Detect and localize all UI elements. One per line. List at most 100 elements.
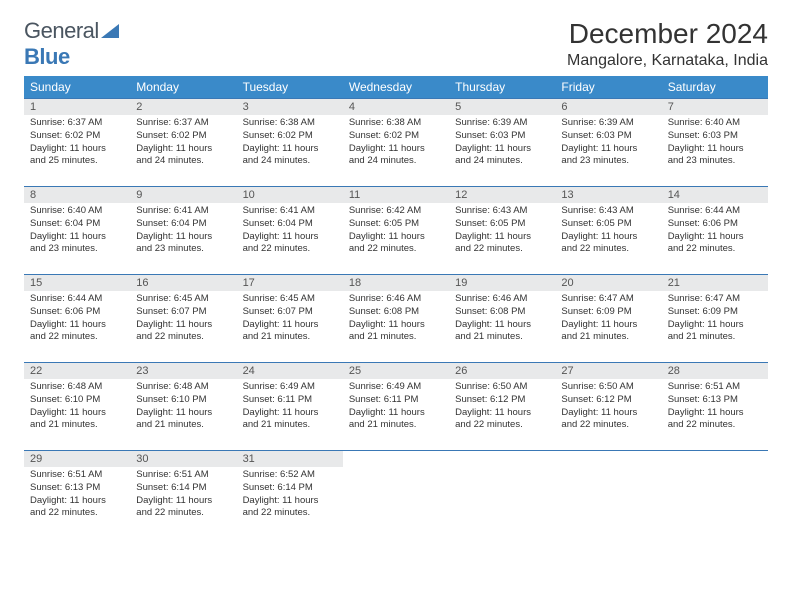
calendar-cell (449, 451, 555, 539)
weekday-header: Tuesday (237, 76, 343, 99)
calendar-cell: 4Sunrise: 6:38 AMSunset: 6:02 PMDaylight… (343, 99, 449, 187)
day-details: Sunrise: 6:44 AMSunset: 6:06 PMDaylight:… (24, 291, 130, 348)
day-details: Sunrise: 6:49 AMSunset: 6:11 PMDaylight:… (343, 379, 449, 436)
calendar-cell: 19Sunrise: 6:46 AMSunset: 6:08 PMDayligh… (449, 275, 555, 363)
day-number: 11 (343, 187, 449, 203)
day-details: Sunrise: 6:41 AMSunset: 6:04 PMDaylight:… (237, 203, 343, 260)
day-number: 13 (555, 187, 661, 203)
calendar-cell: 8Sunrise: 6:40 AMSunset: 6:04 PMDaylight… (24, 187, 130, 275)
calendar-cell: 5Sunrise: 6:39 AMSunset: 6:03 PMDaylight… (449, 99, 555, 187)
day-number: 28 (662, 363, 768, 379)
calendar-cell: 28Sunrise: 6:51 AMSunset: 6:13 PMDayligh… (662, 363, 768, 451)
day-number: 15 (24, 275, 130, 291)
day-details: Sunrise: 6:43 AMSunset: 6:05 PMDaylight:… (555, 203, 661, 260)
day-details: Sunrise: 6:50 AMSunset: 6:12 PMDaylight:… (449, 379, 555, 436)
day-details: Sunrise: 6:48 AMSunset: 6:10 PMDaylight:… (130, 379, 236, 436)
day-number: 14 (662, 187, 768, 203)
calendar-cell: 14Sunrise: 6:44 AMSunset: 6:06 PMDayligh… (662, 187, 768, 275)
calendar-cell (555, 451, 661, 539)
day-details: Sunrise: 6:39 AMSunset: 6:03 PMDaylight:… (449, 115, 555, 172)
calendar-cell: 6Sunrise: 6:39 AMSunset: 6:03 PMDaylight… (555, 99, 661, 187)
location: Mangalore, Karnataka, India (567, 52, 768, 70)
calendar-week-row: 1Sunrise: 6:37 AMSunset: 6:02 PMDaylight… (24, 99, 768, 187)
calendar-cell: 1Sunrise: 6:37 AMSunset: 6:02 PMDaylight… (24, 99, 130, 187)
calendar-cell (343, 451, 449, 539)
day-number: 6 (555, 99, 661, 115)
calendar-cell: 24Sunrise: 6:49 AMSunset: 6:11 PMDayligh… (237, 363, 343, 451)
weekday-header-row: Sunday Monday Tuesday Wednesday Thursday… (24, 76, 768, 99)
day-number: 10 (237, 187, 343, 203)
day-number: 22 (24, 363, 130, 379)
calendar-cell: 12Sunrise: 6:43 AMSunset: 6:05 PMDayligh… (449, 187, 555, 275)
logo-word-blue: Blue (24, 44, 70, 69)
day-details: Sunrise: 6:38 AMSunset: 6:02 PMDaylight:… (237, 115, 343, 172)
calendar-body: 1Sunrise: 6:37 AMSunset: 6:02 PMDaylight… (24, 99, 768, 539)
day-number: 29 (24, 451, 130, 467)
day-number: 1 (24, 99, 130, 115)
day-number: 4 (343, 99, 449, 115)
calendar-cell: 11Sunrise: 6:42 AMSunset: 6:05 PMDayligh… (343, 187, 449, 275)
day-number: 18 (343, 275, 449, 291)
day-number: 27 (555, 363, 661, 379)
calendar-cell: 29Sunrise: 6:51 AMSunset: 6:13 PMDayligh… (24, 451, 130, 539)
calendar-cell: 26Sunrise: 6:50 AMSunset: 6:12 PMDayligh… (449, 363, 555, 451)
day-details: Sunrise: 6:46 AMSunset: 6:08 PMDaylight:… (343, 291, 449, 348)
day-number: 8 (24, 187, 130, 203)
day-details: Sunrise: 6:51 AMSunset: 6:14 PMDaylight:… (130, 467, 236, 524)
day-details: Sunrise: 6:42 AMSunset: 6:05 PMDaylight:… (343, 203, 449, 260)
calendar-cell: 2Sunrise: 6:37 AMSunset: 6:02 PMDaylight… (130, 99, 236, 187)
page-title: December 2024 (567, 18, 768, 50)
calendar-cell: 31Sunrise: 6:52 AMSunset: 6:14 PMDayligh… (237, 451, 343, 539)
day-details: Sunrise: 6:38 AMSunset: 6:02 PMDaylight:… (343, 115, 449, 172)
day-details: Sunrise: 6:37 AMSunset: 6:02 PMDaylight:… (24, 115, 130, 172)
day-number: 21 (662, 275, 768, 291)
day-number: 23 (130, 363, 236, 379)
logo: General Blue (24, 18, 119, 70)
logo-text: General Blue (24, 18, 119, 70)
calendar-week-row: 15Sunrise: 6:44 AMSunset: 6:06 PMDayligh… (24, 275, 768, 363)
day-number: 16 (130, 275, 236, 291)
calendar-cell: 22Sunrise: 6:48 AMSunset: 6:10 PMDayligh… (24, 363, 130, 451)
logo-word-general: General (24, 18, 99, 43)
day-number: 5 (449, 99, 555, 115)
day-details: Sunrise: 6:49 AMSunset: 6:11 PMDaylight:… (237, 379, 343, 436)
day-number: 24 (237, 363, 343, 379)
calendar-week-row: 22Sunrise: 6:48 AMSunset: 6:10 PMDayligh… (24, 363, 768, 451)
calendar-cell: 23Sunrise: 6:48 AMSunset: 6:10 PMDayligh… (130, 363, 236, 451)
calendar-cell: 20Sunrise: 6:47 AMSunset: 6:09 PMDayligh… (555, 275, 661, 363)
weekday-header: Sunday (24, 76, 130, 99)
day-details: Sunrise: 6:45 AMSunset: 6:07 PMDaylight:… (237, 291, 343, 348)
day-details: Sunrise: 6:44 AMSunset: 6:06 PMDaylight:… (662, 203, 768, 260)
triangle-icon (101, 18, 119, 44)
day-number: 3 (237, 99, 343, 115)
calendar-cell: 16Sunrise: 6:45 AMSunset: 6:07 PMDayligh… (130, 275, 236, 363)
weekday-header: Thursday (449, 76, 555, 99)
calendar-cell: 7Sunrise: 6:40 AMSunset: 6:03 PMDaylight… (662, 99, 768, 187)
calendar-cell: 30Sunrise: 6:51 AMSunset: 6:14 PMDayligh… (130, 451, 236, 539)
day-details: Sunrise: 6:37 AMSunset: 6:02 PMDaylight:… (130, 115, 236, 172)
day-details: Sunrise: 6:47 AMSunset: 6:09 PMDaylight:… (555, 291, 661, 348)
day-details: Sunrise: 6:47 AMSunset: 6:09 PMDaylight:… (662, 291, 768, 348)
day-details: Sunrise: 6:51 AMSunset: 6:13 PMDaylight:… (662, 379, 768, 436)
day-number: 31 (237, 451, 343, 467)
calendar-cell: 21Sunrise: 6:47 AMSunset: 6:09 PMDayligh… (662, 275, 768, 363)
day-number: 26 (449, 363, 555, 379)
day-number: 30 (130, 451, 236, 467)
calendar-cell: 27Sunrise: 6:50 AMSunset: 6:12 PMDayligh… (555, 363, 661, 451)
day-details: Sunrise: 6:40 AMSunset: 6:03 PMDaylight:… (662, 115, 768, 172)
calendar-cell: 13Sunrise: 6:43 AMSunset: 6:05 PMDayligh… (555, 187, 661, 275)
day-number: 17 (237, 275, 343, 291)
day-details: Sunrise: 6:51 AMSunset: 6:13 PMDaylight:… (24, 467, 130, 524)
day-details: Sunrise: 6:45 AMSunset: 6:07 PMDaylight:… (130, 291, 236, 348)
calendar-cell: 15Sunrise: 6:44 AMSunset: 6:06 PMDayligh… (24, 275, 130, 363)
calendar-table: Sunday Monday Tuesday Wednesday Thursday… (24, 76, 768, 539)
day-number: 25 (343, 363, 449, 379)
day-number: 12 (449, 187, 555, 203)
calendar-week-row: 29Sunrise: 6:51 AMSunset: 6:13 PMDayligh… (24, 451, 768, 539)
day-number: 7 (662, 99, 768, 115)
header: General Blue December 2024 Mangalore, Ka… (24, 18, 768, 70)
weekday-header: Wednesday (343, 76, 449, 99)
calendar-cell: 10Sunrise: 6:41 AMSunset: 6:04 PMDayligh… (237, 187, 343, 275)
day-details: Sunrise: 6:43 AMSunset: 6:05 PMDaylight:… (449, 203, 555, 260)
calendar-cell: 25Sunrise: 6:49 AMSunset: 6:11 PMDayligh… (343, 363, 449, 451)
